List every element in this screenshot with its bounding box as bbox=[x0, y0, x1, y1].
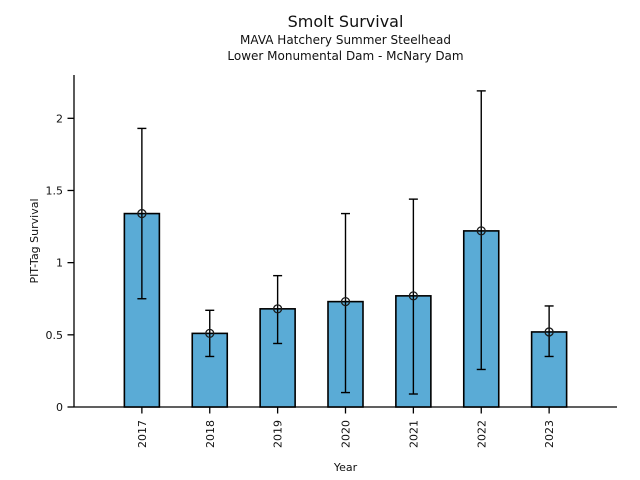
marker-2020 bbox=[340, 296, 351, 307]
marker-2022 bbox=[476, 226, 486, 236]
x-tick-label-2022: 2022 bbox=[475, 420, 488, 448]
x-tick-label-2021: 2021 bbox=[407, 420, 420, 448]
x-tick-label-2020: 2020 bbox=[340, 420, 353, 448]
marker-2019 bbox=[272, 304, 283, 314]
y-axis-label: PIT-Tag Survival bbox=[28, 198, 41, 283]
x-tick-label-2018: 2018 bbox=[204, 420, 217, 448]
y-tick-label: 0.5 bbox=[46, 329, 64, 342]
x-tick-label-2017: 2017 bbox=[136, 420, 149, 448]
x-tick-label-2019: 2019 bbox=[272, 420, 285, 448]
y-tick-label: 2 bbox=[56, 112, 63, 125]
x-tick-label-2023: 2023 bbox=[543, 420, 556, 448]
x-axis-label: Year bbox=[333, 461, 358, 474]
marker-2017 bbox=[137, 208, 147, 219]
marker-2023 bbox=[544, 327, 554, 337]
y-tick-label: 1.5 bbox=[46, 184, 64, 197]
chart-subtitle-line1: MAVA Hatchery Summer Steelhead bbox=[240, 33, 451, 47]
y-tick-label: 1 bbox=[56, 257, 63, 270]
marker-2018 bbox=[205, 328, 215, 339]
y-tick-label: 0 bbox=[56, 401, 63, 414]
title-block: Smolt Survival MAVA Hatchery Summer Stee… bbox=[74, 0, 617, 64]
marker-2021 bbox=[408, 291, 419, 301]
chart-subtitle-line2: Lower Monumental Dam - McNary Dam bbox=[227, 49, 464, 63]
chart-title: Smolt Survival bbox=[287, 12, 404, 31]
